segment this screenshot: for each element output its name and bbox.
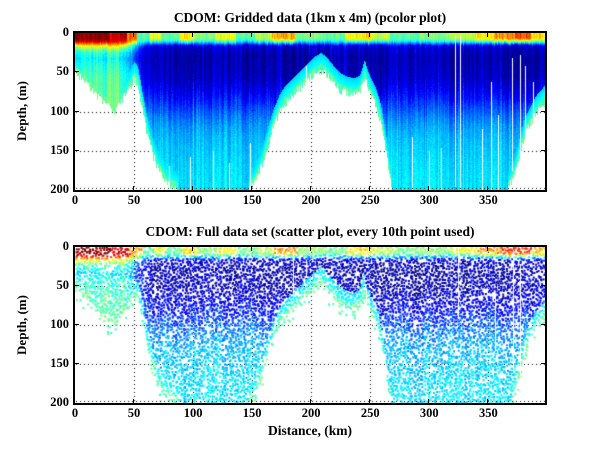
y-tick-label: 50 <box>56 278 70 292</box>
x-tick-label: 50 <box>127 193 141 207</box>
x-tick-mark <box>192 186 193 190</box>
y-tick-label: 200 <box>50 395 69 409</box>
x-tick-mark <box>133 399 134 403</box>
x-tick-mark <box>310 399 311 403</box>
x-tick-mark <box>192 247 193 251</box>
y-tick-mark <box>75 285 79 286</box>
x-tick-mark <box>251 33 252 37</box>
x-tick-mark <box>251 186 252 190</box>
x-tick-mark <box>192 399 193 403</box>
x-tick-label: 150 <box>242 193 262 207</box>
x-axis-label: Distance, (km) <box>268 423 352 438</box>
x-tick-mark <box>487 399 488 403</box>
y-tick-mark <box>541 324 545 325</box>
x-tick-mark <box>310 247 311 251</box>
x-tick-label: 0 <box>71 193 79 207</box>
x-tick-mark <box>487 33 488 37</box>
y-tick-mark <box>75 111 79 112</box>
x-tick-mark <box>428 247 429 251</box>
x-tick-label: 150 <box>242 406 262 420</box>
y-tick-mark <box>75 363 79 364</box>
scatter-plot-title: CDOM: Full data set (scatter plot, every… <box>145 224 475 239</box>
x-tick-label: 100 <box>183 193 203 207</box>
pcolor-plot-title: CDOM: Gridded data (1km x 4m) (pcolor pl… <box>173 10 447 25</box>
x-tick-mark <box>133 247 134 251</box>
x-tick-label: 300 <box>419 193 439 207</box>
x-tick-label: 200 <box>301 406 321 420</box>
y-tick-label: 100 <box>50 317 69 331</box>
x-tick-mark <box>428 186 429 190</box>
x-tick-mark <box>251 247 252 251</box>
y-tick-mark <box>75 150 79 151</box>
y-tick-label: 200 <box>50 182 69 196</box>
x-tick-label: 200 <box>301 193 321 207</box>
x-tick-mark <box>487 186 488 190</box>
scatter-plot-area <box>73 245 547 405</box>
x-tick-mark <box>369 247 370 251</box>
y-tick-mark <box>541 111 545 112</box>
x-tick-mark <box>369 33 370 37</box>
x-tick-label: 250 <box>360 193 380 207</box>
x-tick-label: 50 <box>127 406 141 420</box>
y-tick-label: 50 <box>56 64 70 79</box>
x-tick-mark <box>487 247 488 251</box>
x-tick-mark <box>310 186 311 190</box>
pcolor-y-axis-label: Depth, (m) <box>14 81 29 141</box>
pcolor-plot-area <box>73 31 547 192</box>
x-tick-mark <box>251 399 252 403</box>
y-tick-label: 0 <box>62 239 69 253</box>
y-tick-label: 150 <box>50 142 69 157</box>
x-tick-mark <box>133 186 134 190</box>
x-tick-mark <box>192 33 193 37</box>
x-tick-label: 0 <box>71 406 79 420</box>
x-tick-label: 350 <box>478 406 498 420</box>
y-tick-label: 0 <box>62 25 69 39</box>
x-tick-mark <box>428 33 429 37</box>
scatter-plot-canvas <box>75 247 545 403</box>
x-tick-mark <box>310 33 311 37</box>
y-tick-mark <box>541 363 545 364</box>
x-tick-mark <box>428 399 429 403</box>
y-tick-mark <box>541 71 545 72</box>
x-tick-mark <box>369 186 370 190</box>
y-tick-mark <box>75 324 79 325</box>
x-tick-label: 300 <box>419 406 439 420</box>
scatter-y-axis-label: Depth, (m) <box>14 295 29 355</box>
x-tick-label: 350 <box>478 193 498 207</box>
x-tick-label: 100 <box>183 406 203 420</box>
y-tick-label: 100 <box>50 103 69 118</box>
pcolor-plot-canvas <box>75 33 545 190</box>
y-tick-mark <box>541 285 545 286</box>
x-tick-mark <box>369 399 370 403</box>
y-tick-label: 150 <box>50 356 69 370</box>
x-tick-label: 250 <box>360 406 380 420</box>
y-tick-mark <box>541 150 545 151</box>
x-tick-mark <box>133 33 134 37</box>
y-tick-mark <box>75 71 79 72</box>
